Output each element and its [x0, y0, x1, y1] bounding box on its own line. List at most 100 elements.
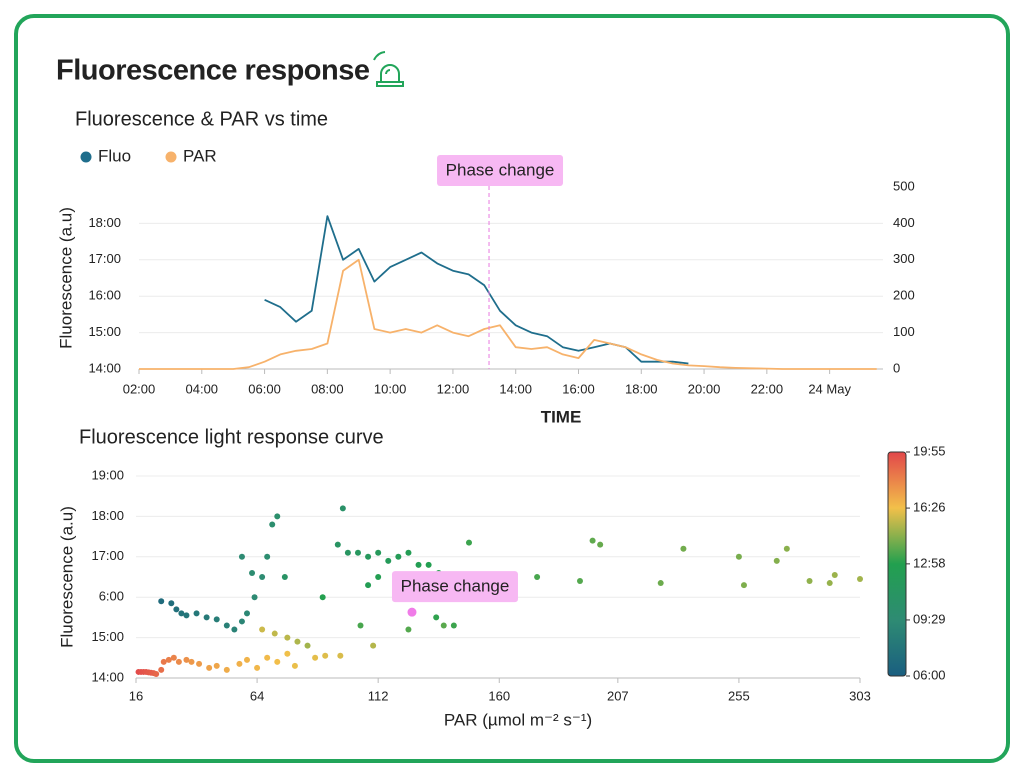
annotation-label: Phase change	[446, 160, 555, 179]
scatter-point	[312, 654, 319, 661]
scatter-point	[589, 537, 596, 544]
scatter-point	[375, 574, 382, 580]
scatter-point	[576, 578, 583, 585]
x-tick-label: 112	[368, 688, 389, 703]
scatter-point	[264, 654, 271, 661]
scatter-point	[405, 626, 412, 633]
scatter-point	[450, 622, 457, 629]
y2-tick-label: 0	[893, 360, 900, 375]
x-tick-label: 14:00	[499, 381, 532, 396]
scatter-point	[344, 549, 351, 556]
scatter-point	[183, 656, 190, 663]
scatter-point	[168, 600, 175, 607]
scatter-point	[206, 664, 213, 671]
x-tick-label: 64	[250, 688, 264, 703]
scatter-point	[284, 634, 291, 641]
scatter-point	[440, 622, 447, 629]
y2-tick-label: 500	[893, 178, 915, 193]
colorbar-label: 19:55	[913, 443, 946, 458]
scatter-point	[188, 658, 195, 665]
colorbar-label: 06:00	[913, 667, 946, 682]
y2-tick-label: 400	[893, 215, 915, 230]
x-axis-label: PAR (µmol m⁻² s⁻¹)	[444, 710, 592, 729]
scatter-point	[213, 616, 220, 623]
scatter-point	[304, 642, 311, 649]
scatter-point	[857, 576, 863, 583]
y-axis-label: Fluorescence (a.u)	[57, 506, 76, 648]
x-axis-label: TIME	[541, 407, 582, 426]
colorbar-label: 16:26	[913, 500, 946, 515]
x-tick-label: 16:00	[562, 381, 595, 396]
scatter-point	[385, 557, 392, 564]
scatter-point	[236, 660, 243, 667]
scatter-point	[223, 666, 230, 673]
x-tick-label: 08:00	[311, 381, 344, 396]
scatter-point	[365, 582, 372, 589]
page-title: Fluorescence response	[56, 55, 370, 87]
annotation-box	[437, 155, 564, 186]
x-tick-label: 22:00	[751, 381, 784, 396]
scatter-point	[826, 580, 833, 587]
scatter-point	[231, 626, 238, 633]
scatter-point	[274, 658, 281, 665]
scatter-point	[238, 618, 245, 625]
y-tick-label: 17:00	[88, 251, 121, 266]
scatter-point	[365, 553, 372, 560]
scatter-point	[165, 656, 172, 663]
scatter-point	[284, 650, 291, 657]
scatter-point	[175, 658, 182, 665]
scatter-point	[178, 610, 185, 617]
x-tick-label: 02:00	[123, 381, 156, 396]
y2-tick-label: 200	[893, 288, 915, 303]
scatter-point	[259, 626, 266, 633]
scatter-point	[153, 670, 160, 677]
scatter-point	[291, 662, 298, 669]
scatter-point	[254, 664, 261, 671]
scatter-point	[213, 662, 220, 669]
scatter-point	[223, 622, 230, 629]
scatter-point	[259, 574, 266, 580]
scatter-point	[465, 539, 472, 546]
chart-title: Fluorescence & PAR vs time	[75, 108, 328, 130]
scatter-point	[357, 622, 364, 629]
scatter-point	[534, 574, 541, 580]
y2-tick-label: 300	[893, 251, 915, 266]
scatter-point	[269, 521, 276, 528]
scatter-point	[274, 513, 281, 520]
scatter-point	[831, 571, 838, 578]
legend-dot	[165, 151, 177, 163]
scatter-point	[173, 606, 180, 613]
scatter-point	[740, 582, 747, 589]
x-tick-label: 18:00	[625, 381, 658, 396]
y-tick-label: 19:00	[91, 467, 124, 482]
x-tick-label: 160	[488, 688, 510, 703]
scatter-point	[271, 630, 278, 637]
scatter-point	[425, 561, 432, 568]
y-tick-label: 15:00	[88, 324, 121, 339]
x-tick-label: 06:00	[248, 381, 281, 396]
x-tick-label: 24 May	[808, 381, 851, 396]
scatter-point	[196, 660, 203, 667]
scatter-point	[264, 553, 271, 560]
annotation-box	[391, 571, 518, 603]
scatter-point	[243, 610, 250, 617]
scatter-point	[597, 541, 604, 548]
scatter-point	[375, 549, 382, 556]
scatter-point	[339, 505, 346, 512]
scatter-point	[354, 549, 361, 556]
legend-label: Fluo	[98, 146, 131, 165]
y-tick-label: 17:00	[91, 548, 124, 563]
x-tick-label: 255	[728, 688, 750, 703]
scatter-point	[294, 638, 301, 645]
scatter-point	[735, 553, 742, 560]
annotation-label: Phase change	[401, 577, 510, 596]
scatter-point	[281, 574, 288, 580]
y-tick-label: 14:00	[91, 669, 124, 684]
scatter-point	[238, 553, 245, 560]
y2-tick-label: 100	[893, 324, 915, 339]
scatter-point	[433, 614, 440, 621]
y-tick-label: 15:00	[91, 629, 124, 644]
x-tick-label: 10:00	[374, 381, 407, 396]
